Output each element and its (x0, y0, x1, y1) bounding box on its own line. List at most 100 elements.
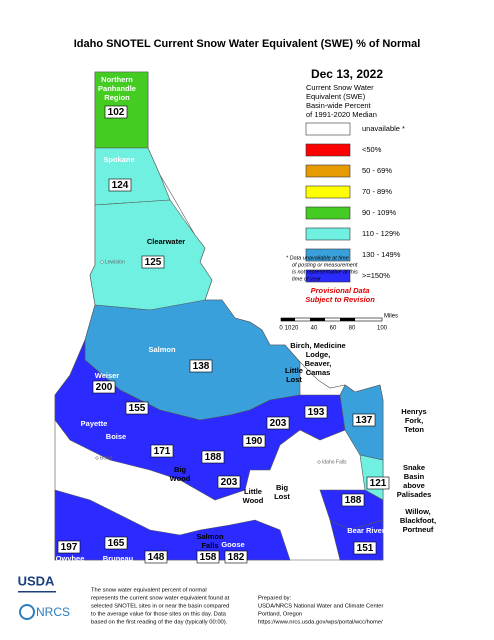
legend-title: Basin-wide Percent (306, 101, 372, 110)
basin-value: 193 (308, 407, 325, 418)
footer-note: to the average value for those sites on … (91, 612, 227, 618)
value-box (304, 405, 328, 419)
value-box (201, 450, 225, 464)
legend-label: unavailable * (362, 124, 405, 133)
scale-tick-label: 80 (349, 326, 356, 332)
legend-title: of 1991-2020 Median (306, 110, 377, 119)
scale-tick-label: 40 (311, 326, 318, 332)
scale-unit: Miles (384, 314, 398, 320)
city-marker (100, 260, 104, 264)
basin-value: 155 (129, 403, 146, 414)
nrcs-icon (19, 604, 35, 620)
scale-tick-label: 60 (330, 326, 337, 332)
basin-value: 203 (221, 477, 238, 488)
legend-label: 90 - 109% (362, 208, 397, 217)
basin-value: 197 (61, 542, 78, 553)
value-box (104, 105, 128, 119)
basin-name: Teton (404, 425, 424, 434)
prepared-by: USDA/NRCS National Water and Climate Cen… (258, 604, 383, 610)
footer-note: based on the first reading of the day (t… (91, 620, 228, 626)
value-box (108, 178, 132, 192)
basin-name: Basin (404, 472, 425, 481)
basin-name: Big (174, 465, 187, 474)
value-box (341, 493, 365, 507)
basin-value: 200 (96, 382, 113, 393)
basin-name: Spokane (103, 155, 134, 164)
basin-name: Salmon (196, 532, 224, 541)
value-box (150, 444, 174, 458)
city-label: Idaho Falls (322, 459, 347, 465)
legend-swatch (305, 248, 351, 262)
basin-name: Portneuf (403, 525, 434, 534)
footnote: of posting or measurement (292, 262, 358, 268)
basin-name: Bruneau (103, 554, 134, 563)
basin-name: Lodge, (306, 350, 331, 359)
value-box (353, 541, 377, 555)
provisional-note: Subject to Revision (305, 295, 375, 304)
basin-name: Goose (221, 540, 244, 549)
basin-value: 148 (148, 552, 165, 563)
basin-name: Region (104, 93, 130, 102)
basin-name: Payette (81, 419, 108, 428)
provisional-note: Provisional Data (311, 286, 370, 295)
basin-name: Weiser (95, 371, 120, 380)
usda-logo: USDA (18, 573, 55, 588)
basin-name: Snake (403, 463, 425, 472)
basin-value: 190 (246, 436, 263, 447)
basin-name: Blackfoot, (400, 516, 436, 525)
value-box (366, 476, 390, 490)
footnote: is not representative at this (292, 269, 358, 275)
legend-label: 110 - 129% (362, 229, 400, 238)
basin-name: Boise (106, 432, 126, 441)
value-box (217, 475, 241, 489)
city-label: Boise (100, 455, 113, 461)
basin-name: Willow, (405, 507, 431, 516)
footer-note: represents the current snow water equiva… (91, 596, 230, 602)
basin-name: Wood (170, 474, 191, 483)
value-box (57, 540, 81, 554)
basin-value: 124 (112, 180, 129, 191)
scale-tick-label: 10 (285, 326, 292, 332)
basin-name: Clearwater (147, 237, 185, 246)
basin-value: 188 (345, 495, 362, 506)
value-box (144, 550, 168, 564)
basin-name: Lost (274, 492, 290, 501)
basin-name: Fork, (405, 416, 423, 425)
basin-name: Little (244, 487, 262, 496)
scale-bar (280, 317, 383, 322)
basin-name: Palisades (397, 490, 432, 499)
basin-value: 165 (108, 538, 125, 549)
basin-name: Bear River (347, 526, 385, 535)
legend-swatch (305, 122, 351, 136)
footer-note: selected SNOTEL sites in or near the bas… (91, 604, 229, 610)
legend-swatch (305, 269, 351, 283)
basin-value: 125 (145, 257, 162, 268)
basin-name: Camas (306, 368, 331, 377)
value-box (189, 359, 213, 373)
value-box (125, 401, 149, 415)
basin-name: Wood (243, 496, 264, 505)
basin-name: Lost (286, 375, 302, 384)
value-box (352, 413, 376, 427)
legend-label: <50% (362, 145, 382, 154)
value-box (266, 416, 290, 430)
scale-tick-label: 100 (377, 326, 388, 332)
value-box (104, 536, 128, 550)
footnote: * Data unavailable at time (286, 255, 349, 261)
legend-title: Equivalent (SWE) (306, 92, 366, 101)
basin-name: Little (285, 366, 303, 375)
basin-value: 182 (228, 552, 245, 563)
scale-tick-label: 0 (279, 326, 283, 332)
basin-value: 137 (356, 415, 373, 426)
basin-name: Birch, Medicine (290, 341, 345, 350)
nrcs-logo: NRCS (36, 605, 70, 619)
legend-swatch (305, 185, 351, 199)
map-title: Idaho SNOTEL Current Snow Water Equivale… (74, 38, 421, 50)
legend-title: Current Snow Water (306, 83, 374, 92)
scale-bar-segment (281, 318, 295, 321)
city-marker (317, 460, 321, 464)
basin-name: Beaver, (305, 359, 332, 368)
legend-label: 70 - 89% (362, 187, 392, 196)
basin-name: Salmon (148, 345, 176, 354)
